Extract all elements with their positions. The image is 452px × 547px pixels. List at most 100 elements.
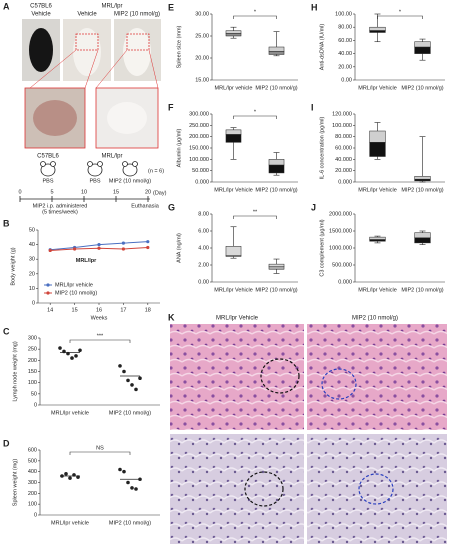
y-tick-label: 1500.000 — [329, 228, 352, 234]
point — [118, 364, 122, 368]
point — [74, 354, 78, 358]
x-tick-label: MRL/lpr vehicle — [51, 410, 89, 416]
box-lower — [225, 134, 242, 143]
y-tick-label: 250.000 — [189, 123, 209, 129]
point — [138, 376, 142, 381]
y-tick-label: 500 — [28, 458, 37, 464]
panel-letter: K — [168, 312, 175, 322]
significance-bracket — [377, 15, 423, 19]
y-tick-label: 0.00 — [198, 279, 209, 285]
box-upper — [225, 129, 242, 135]
timeline-note: MIP2 i.p. administered — [33, 203, 88, 209]
timeline-tick-label: 15 — [113, 189, 119, 195]
legend-label: MRL/lpr vehicle — [55, 282, 93, 288]
y-tick-label: 300.000 — [189, 111, 209, 117]
column-label: MRL/lpr Vehicle — [216, 316, 259, 322]
y-tick-label: 100.000 — [332, 123, 352, 129]
y-tick-label: 150.000 — [189, 145, 209, 151]
significance-bracket — [233, 115, 277, 119]
box-lower — [369, 30, 386, 33]
photo-label: MRL/lpr — [101, 4, 122, 10]
point — [122, 369, 126, 374]
photo-label: Vehicle — [77, 12, 97, 18]
legend-marker — [46, 291, 50, 295]
x-tick-label: MIP2 (10 nmol/g) — [401, 187, 443, 193]
y-tick-label: 10 — [29, 286, 35, 292]
y-axis-label: ANA (ng/ml) — [176, 233, 182, 263]
panel-letter: J — [311, 202, 316, 212]
y-tick-label: 20.00 — [338, 64, 352, 70]
panel-letter: D — [3, 438, 10, 448]
x-tick-label: MIP2 (10 nmol/g) — [109, 410, 151, 416]
y-tick-label: 0 — [34, 402, 37, 408]
point — [97, 243, 101, 247]
panel-letter: F — [168, 102, 174, 112]
point — [121, 247, 125, 251]
treatment-label: PBS — [89, 178, 100, 184]
y-tick-label: 250 — [28, 347, 37, 353]
x-tick-label: MRL/lpr Vehicle — [214, 287, 253, 293]
x-tick-label: 15 — [72, 307, 78, 313]
box-upper — [268, 263, 285, 267]
panel-letter: H — [311, 2, 318, 12]
point — [78, 348, 82, 353]
y-tick-label: 15.00 — [195, 77, 209, 83]
panel-letter: C — [3, 326, 10, 336]
y-tick-label: 80.00 — [338, 25, 352, 31]
y-axis-label: IL-6 concentration (pg/ml) — [319, 117, 325, 180]
y-tick-label: 2000.000 — [329, 211, 352, 217]
y-tick-label: 150 — [28, 369, 37, 375]
annotation: * — [399, 9, 402, 15]
box-lower — [268, 164, 285, 174]
box-upper — [369, 26, 386, 31]
x-tick-label: MRL/lpr vehicle — [51, 520, 89, 526]
y-tick-label: 300 — [28, 335, 37, 341]
point — [146, 240, 150, 244]
y-tick-label: 40.000 — [335, 157, 352, 163]
y-tick-label: 0.000 — [338, 179, 352, 185]
y-tick-label: 20 — [29, 271, 35, 277]
y-tick-label: 2.00 — [198, 262, 209, 268]
point — [48, 248, 52, 253]
x-tick-label: MIP2 (10 nmol/g) — [401, 85, 443, 91]
panel-letter: A — [3, 1, 10, 11]
x-tick-label: 16 — [96, 307, 102, 313]
legend-label: MIP2 (10 nmol/g) — [55, 290, 97, 296]
x-tick-label: 14 — [47, 307, 53, 313]
x-tick-label: MRL/lpr Vehicle — [358, 187, 397, 193]
y-tick-label: 60.00 — [338, 38, 352, 44]
box-lower — [369, 239, 386, 242]
box-lower — [225, 33, 242, 37]
box-upper — [268, 46, 285, 52]
y-tick-label: 0.000 — [195, 179, 209, 185]
y-tick-label: 100.00 — [335, 11, 352, 17]
photo-label: MIP2 (10 nmol/g) — [114, 12, 160, 18]
significance-bracket — [233, 15, 277, 19]
point — [130, 486, 134, 490]
y-tick-label: 40.00 — [338, 51, 352, 57]
timeline-note: (5 times/week) — [42, 209, 78, 215]
box-upper — [414, 41, 431, 48]
point — [134, 387, 138, 392]
photo-label: C57BL6 — [30, 4, 52, 10]
y-axis-label: Albumin (μg/ml) — [176, 129, 182, 168]
y-tick-label: 30.00 — [195, 11, 209, 17]
x-tick-label: MRL/lpr vehicle — [215, 85, 253, 91]
box-upper — [225, 30, 242, 34]
box-lower — [414, 178, 431, 182]
box-lower — [268, 51, 285, 55]
y-tick-label: 200.000 — [189, 134, 209, 140]
box-upper — [268, 159, 285, 166]
box-upper — [225, 246, 242, 256]
y-tick-label: 4.00 — [198, 245, 209, 251]
y-tick-label: 25.00 — [195, 33, 209, 39]
timeline-tick-label: 5 — [50, 189, 53, 195]
panel-letter: E — [168, 2, 174, 12]
x-tick-label: MIP2 (10 nmol/g) — [255, 287, 297, 293]
timeline-tick-label: 20 — [145, 189, 151, 195]
x-tick-label: MRL/lpr Vehicle — [214, 187, 253, 193]
y-tick-label: 0.000 — [338, 279, 352, 285]
panel-letter: B — [3, 218, 10, 228]
point — [122, 469, 126, 474]
